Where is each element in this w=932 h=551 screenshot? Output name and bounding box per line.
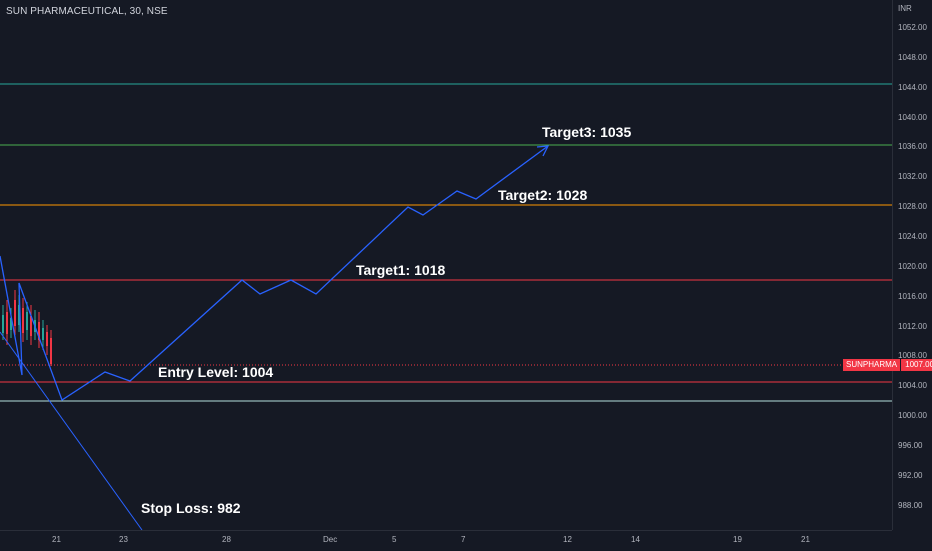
price-tick-label: 992.00: [898, 470, 923, 480]
time-tick-label: 7: [461, 535, 466, 544]
price-tick-label: 1000.00: [898, 411, 927, 421]
price-tick-label: 1040.00: [898, 112, 927, 122]
current-price-value: 1007.00: [901, 359, 932, 371]
price-tick-label: 1016.00: [898, 291, 927, 301]
stop-loss-trendline[interactable]: [0, 331, 143, 530]
price-tick-label: 1008.00: [898, 351, 927, 361]
projection-path[interactable]: [0, 145, 549, 401]
price-axis[interactable]: [892, 0, 932, 530]
time-tick-label: 19: [733, 535, 742, 544]
price-tick-label: 1032.00: [898, 172, 927, 182]
annotation-target2[interactable]: Target2: 1028: [498, 187, 588, 203]
price-tick-label: 996.00: [898, 440, 923, 450]
price-axis-unit: INR: [898, 4, 912, 13]
price-tick-label: 1020.00: [898, 261, 927, 271]
price-tick-label: 1036.00: [898, 142, 927, 152]
annotation-target1[interactable]: Target1: 1018: [356, 262, 446, 278]
time-tick-label: 28: [222, 535, 231, 544]
projection-arrowhead: [536, 145, 550, 157]
price-tick-label: 1024.00: [898, 231, 927, 241]
time-axis[interactable]: [0, 530, 892, 551]
current-price-badge: SUNPHARMA 1007.00: [843, 359, 932, 371]
annotation-entry-level[interactable]: Entry Level: 1004: [158, 364, 274, 380]
price-tick-label: 1052.00: [898, 23, 927, 32]
time-tick-label: 23: [119, 535, 128, 544]
price-tick-label: 1044.00: [898, 82, 927, 92]
chart-title: SUN PHARMACEUTICAL, 30, NSE: [6, 6, 168, 17]
price-tick-label: 1012.00: [898, 321, 927, 331]
time-tick-label: 21: [801, 535, 810, 544]
time-tick-label: 21: [52, 535, 61, 544]
annotation-stop-loss[interactable]: Stop Loss: 982: [141, 500, 241, 516]
time-tick-label: 12: [563, 535, 572, 544]
price-tick-label: 1048.00: [898, 52, 927, 62]
time-tick-label: 14: [631, 535, 640, 544]
price-tick-label: 1028.00: [898, 202, 927, 212]
current-price-symbol: SUNPHARMA: [843, 359, 901, 371]
chart-canvas[interactable]: [0, 0, 892, 530]
time-tick-label: Dec: [323, 535, 338, 544]
time-tick-label: 5: [392, 535, 397, 544]
candlesticks: [2, 290, 52, 366]
price-tick-label: 1004.00: [898, 381, 927, 391]
price-tick-label: 988.00: [898, 500, 923, 510]
annotation-target3[interactable]: Target3: 1035: [542, 124, 632, 140]
